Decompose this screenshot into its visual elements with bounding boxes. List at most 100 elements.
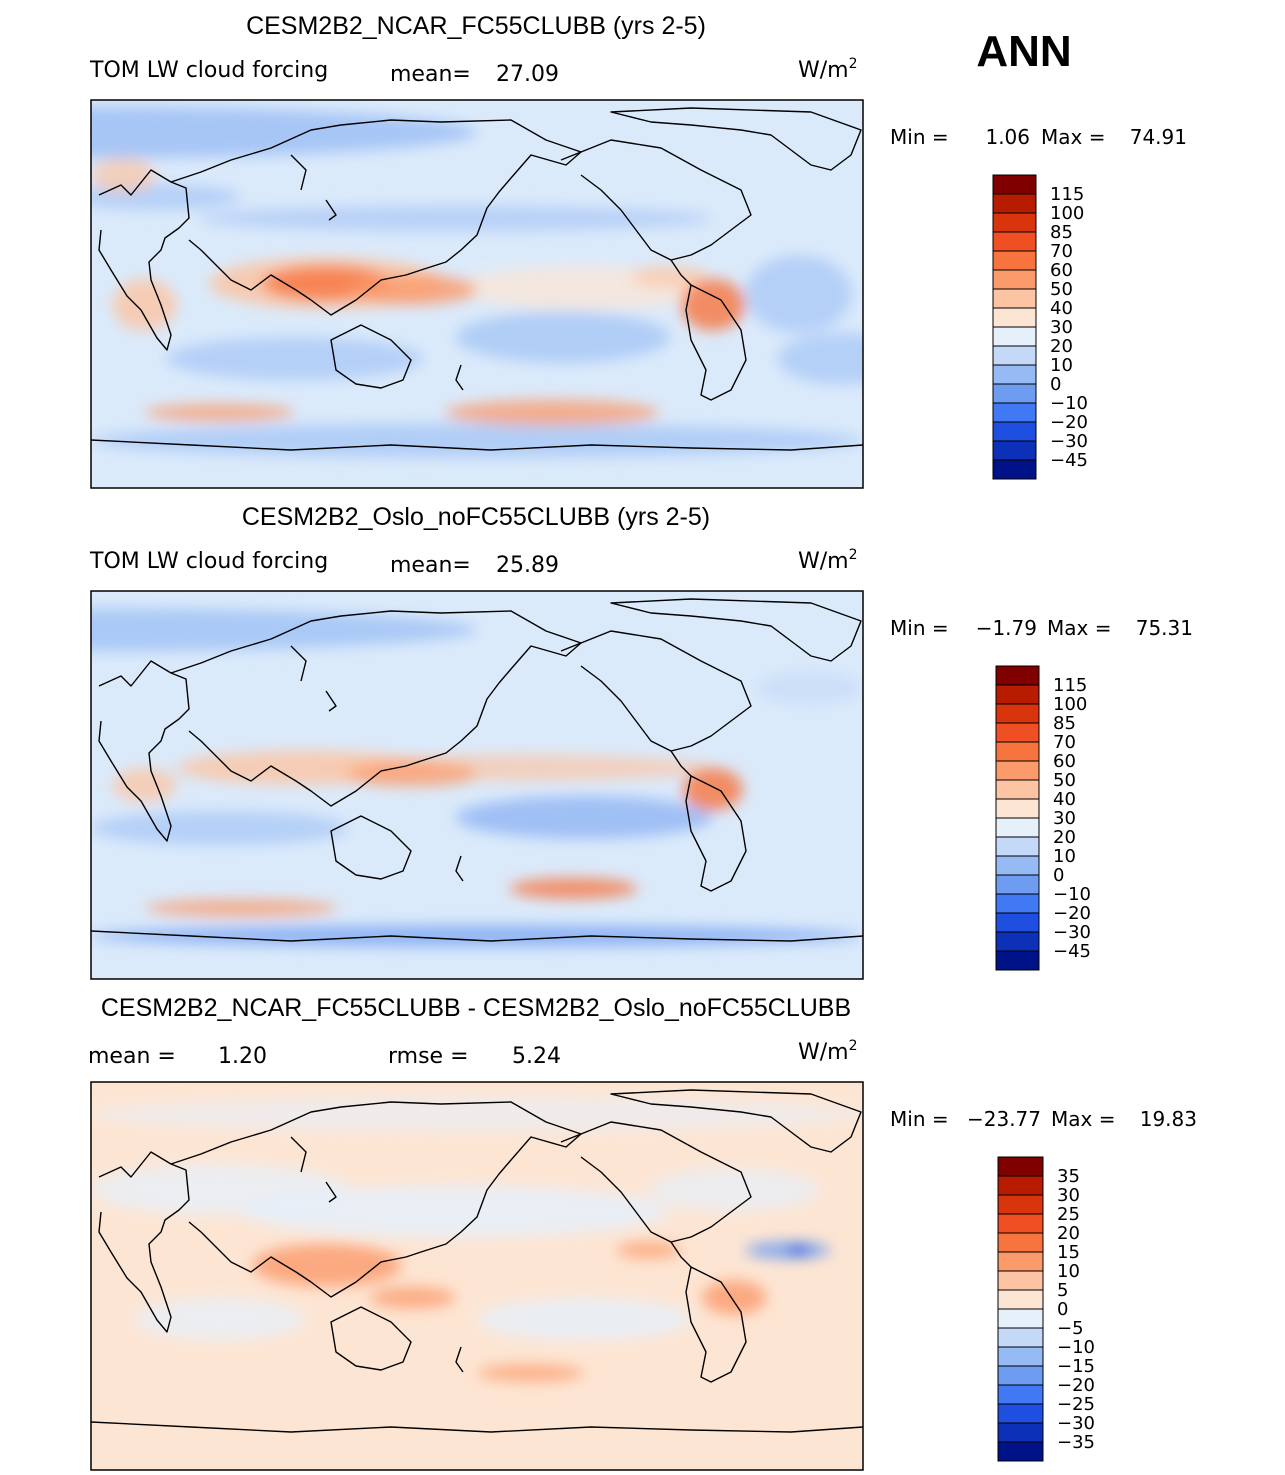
- field-anomaly: [348, 274, 477, 305]
- field-anomaly: [144, 899, 338, 917]
- field-anomaly: [477, 1297, 692, 1341]
- colorbar-tick-label: 10: [1050, 355, 1073, 376]
- variable-label: TOM LW cloud forcing: [89, 58, 328, 83]
- colorbar-tick-label: −10: [1053, 884, 1091, 905]
- colorbar-tick-label: −20: [1050, 412, 1088, 433]
- colorbar-swatch: [997, 1308, 1044, 1329]
- colorbar-tick-label: −15: [1057, 1356, 1095, 1377]
- colorbar-swatch: [997, 1327, 1044, 1348]
- map-field: [91, 1082, 863, 1470]
- field-anomaly: [91, 184, 242, 210]
- min-value: −1.79: [976, 616, 1037, 640]
- mean-label: mean=: [390, 62, 471, 87]
- panel-title: CESM2B2_NCAR_FC55CLUBB - CESM2B2_Oslo_no…: [101, 994, 851, 1022]
- colorbar-tick-label: 0: [1057, 1299, 1068, 1320]
- colorbar-swatch: [992, 212, 1037, 233]
- panel-ncar-model: CESM2B2_NCAR_FC55CLUBB (yrs 2-5) TOM LW …: [89, 12, 1187, 489]
- colorbar-tick-label: 70: [1053, 732, 1076, 753]
- field-anomaly: [455, 311, 670, 363]
- min-label: Min =: [890, 616, 949, 640]
- colorbar-tick-label: 85: [1053, 713, 1076, 734]
- field-anomaly: [616, 1241, 681, 1259]
- field-anomaly: [91, 810, 349, 846]
- colorbar-tick-label: 30: [1050, 317, 1073, 338]
- colorbar-tick-label: −45: [1050, 450, 1088, 471]
- field-anomaly: [91, 1097, 863, 1132]
- field-anomaly: [682, 767, 743, 811]
- colorbar-swatch: [995, 931, 1040, 952]
- colorbar-tick-label: 15: [1057, 1242, 1080, 1263]
- colorbar-swatch: [992, 250, 1037, 271]
- min-value: −23.77: [967, 1107, 1041, 1131]
- field-anomaly: [702, 1280, 767, 1315]
- field-background: [91, 1082, 863, 1470]
- colorbar-tick-label: 60: [1050, 260, 1073, 281]
- colorbar-swatch: [995, 893, 1040, 914]
- mean-value: 25.89: [496, 553, 559, 578]
- field-anomaly: [777, 332, 863, 385]
- colorbar-swatch: [995, 722, 1040, 743]
- colorbar-swatch: [992, 174, 1037, 195]
- max-label: Max =: [1051, 1107, 1115, 1131]
- colorbar-swatch: [995, 912, 1040, 933]
- field-anomaly: [166, 337, 424, 381]
- colorbar-swatch: [997, 1213, 1044, 1234]
- colorbar-tick-label: 20: [1057, 1223, 1080, 1244]
- colorbar-tick-label: 30: [1057, 1185, 1080, 1206]
- colorbar-tick-label: 25: [1057, 1204, 1080, 1225]
- colorbar-tick-label: 35: [1057, 1166, 1080, 1187]
- colorbar-swatch: [992, 288, 1037, 309]
- colorbar-swatch: [997, 1156, 1044, 1177]
- panel-title: CESM2B2_Oslo_noFC55CLUBB (yrs 2-5): [242, 503, 710, 531]
- field-anomaly: [91, 925, 863, 947]
- colorbar-swatch: [997, 1365, 1044, 1386]
- colorbar-swatch: [995, 950, 1040, 971]
- colorbar-swatch: [995, 703, 1040, 724]
- colorbar-swatch: [997, 1175, 1044, 1196]
- panel-title: CESM2B2_NCAR_FC55CLUBB (yrs 2-5): [246, 12, 706, 40]
- colorbar-swatch: [992, 193, 1037, 214]
- map-field: [91, 100, 863, 488]
- colorbar-tick-label: 100: [1050, 203, 1084, 224]
- field-anomaly: [631, 265, 709, 288]
- rmse-label: rmse =: [388, 1044, 469, 1069]
- field-anomaly: [348, 761, 477, 788]
- colorbar-swatch: [995, 798, 1040, 819]
- colorbar-swatch: [992, 383, 1037, 404]
- variable-label: TOM LW cloud forcing: [89, 549, 328, 574]
- colorbar-swatch: [992, 269, 1037, 290]
- colorbar-tick-label: 10: [1057, 1261, 1080, 1282]
- colorbar-tick-label: −5: [1057, 1318, 1084, 1339]
- colorbar-swatch: [992, 326, 1037, 347]
- colorbar-tick-label: 50: [1053, 770, 1076, 791]
- colorbar-tick-label: 20: [1053, 827, 1076, 848]
- map-field: [91, 591, 863, 979]
- colorbar-tick-label: 115: [1053, 675, 1087, 696]
- field-anomaly: [241, 1185, 671, 1238]
- field-anomaly: [745, 255, 853, 333]
- colorbar-tick-label: −30: [1057, 1413, 1095, 1434]
- min-label: Min =: [890, 1107, 949, 1131]
- field-anomaly: [112, 278, 177, 331]
- field-anomaly: [369, 1286, 456, 1309]
- map-border: [90, 590, 864, 980]
- units-label: W/m2: [798, 1038, 858, 1065]
- max-value: 75.31: [1136, 616, 1193, 640]
- colorbar-tick-label: −25: [1057, 1394, 1095, 1415]
- colorbar-swatch: [992, 421, 1037, 442]
- colorbar-tick-label: 40: [1050, 298, 1073, 319]
- colorbar-swatch: [995, 741, 1040, 762]
- colorbar-swatch: [997, 1232, 1044, 1253]
- colorbar-swatch: [995, 760, 1040, 781]
- max-value: 74.91: [1130, 125, 1187, 149]
- units-label: W/m2: [798, 547, 858, 574]
- field-anomaly: [91, 608, 477, 652]
- colorbar-swatch: [992, 402, 1037, 423]
- map-border: [90, 1081, 864, 1471]
- field-anomaly: [133, 1297, 306, 1341]
- field-anomaly: [455, 795, 713, 839]
- max-label: Max =: [1047, 616, 1111, 640]
- field-anomaly: [112, 767, 177, 803]
- field-anomaly: [509, 877, 638, 900]
